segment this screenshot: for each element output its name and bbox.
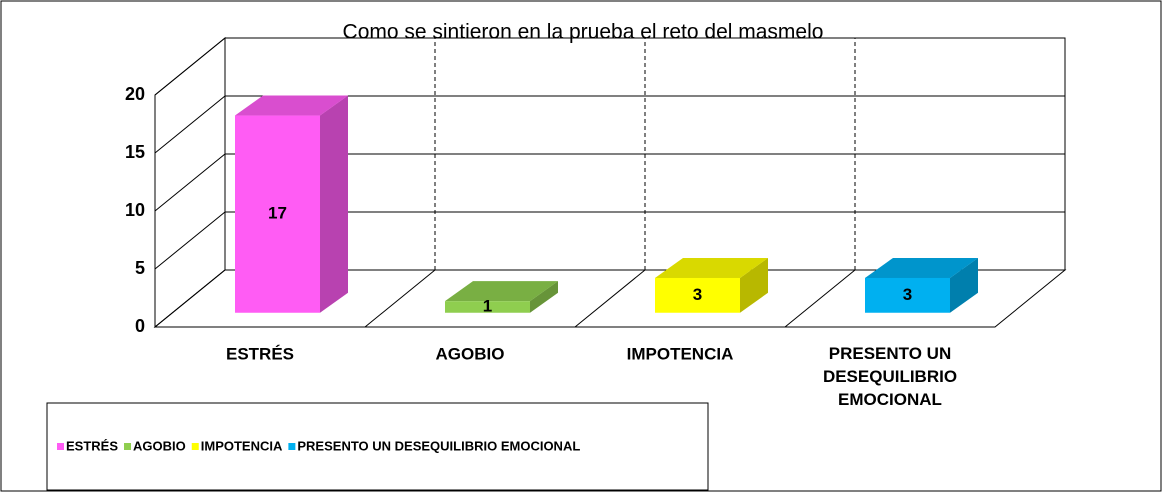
bar-top-shade xyxy=(235,95,348,116)
y-tick-label: 0 xyxy=(135,316,145,336)
y-tick-label: 5 xyxy=(135,258,145,278)
legend-label: IMPOTENCIA xyxy=(201,438,283,453)
bar-side-shade xyxy=(530,281,558,313)
bar-side-shade xyxy=(740,257,768,313)
grid-line xyxy=(154,269,1065,328)
x-tick-label: ESTRÉS xyxy=(226,344,294,363)
bar xyxy=(655,277,740,313)
bar-side xyxy=(530,281,558,313)
legend-swatch xyxy=(124,443,132,450)
x-tick-label: AGOBIO xyxy=(436,344,505,363)
data-label: 17 xyxy=(268,204,287,223)
bar-side-shade xyxy=(320,95,348,313)
data-label: 1 xyxy=(483,296,492,315)
grid-line xyxy=(154,37,1065,96)
data-label: 3 xyxy=(903,285,912,304)
bar xyxy=(235,115,320,313)
bar-top-shade xyxy=(655,257,768,278)
floor-divider xyxy=(784,269,856,328)
x-tick-label: IMPOTENCIA xyxy=(627,344,734,363)
chart-title: Como se sintieron en la prueba el reto d… xyxy=(343,21,824,44)
bar xyxy=(445,301,530,313)
legend-label: AGOBIO xyxy=(133,438,186,453)
legend-swatch xyxy=(288,443,296,450)
x-tick-label: PRESENTO UN DESEQUILIBRIO EMOCIONAL xyxy=(823,344,957,409)
bar-top-shade xyxy=(865,257,978,278)
legend-label: ESTRÉS xyxy=(66,438,118,453)
bar xyxy=(865,277,950,313)
floor-divider xyxy=(364,269,436,328)
bar-top xyxy=(655,257,768,278)
grid-line xyxy=(154,153,1065,212)
bar-top xyxy=(865,257,978,278)
bar-top xyxy=(445,281,558,302)
bar-top xyxy=(235,95,348,116)
bar-side xyxy=(740,257,768,313)
bar-side xyxy=(320,95,348,313)
floor-divider xyxy=(574,269,646,328)
legend-label: PRESENTO UN DESEQUILIBRIO EMOCIONAL xyxy=(297,438,580,453)
y-tick-label: 10 xyxy=(125,200,145,220)
legend-box xyxy=(46,402,709,491)
legend-swatch xyxy=(57,443,64,450)
y-tick-label: 20 xyxy=(125,84,145,104)
bar-side-shade xyxy=(950,257,978,313)
bar-side xyxy=(950,257,978,313)
grid-line xyxy=(154,211,1065,270)
legend-swatch xyxy=(191,443,199,450)
data-label: 3 xyxy=(693,285,702,304)
bar-top-shade xyxy=(445,281,558,302)
plot-area: 0 5 10 15 20 17 ESTRÉS 1 AGOBIO 3 IMPOTENCIA 3 PRESE… xyxy=(125,36,1067,409)
y-tick-label: 15 xyxy=(125,142,145,162)
grid-line xyxy=(154,95,1065,154)
